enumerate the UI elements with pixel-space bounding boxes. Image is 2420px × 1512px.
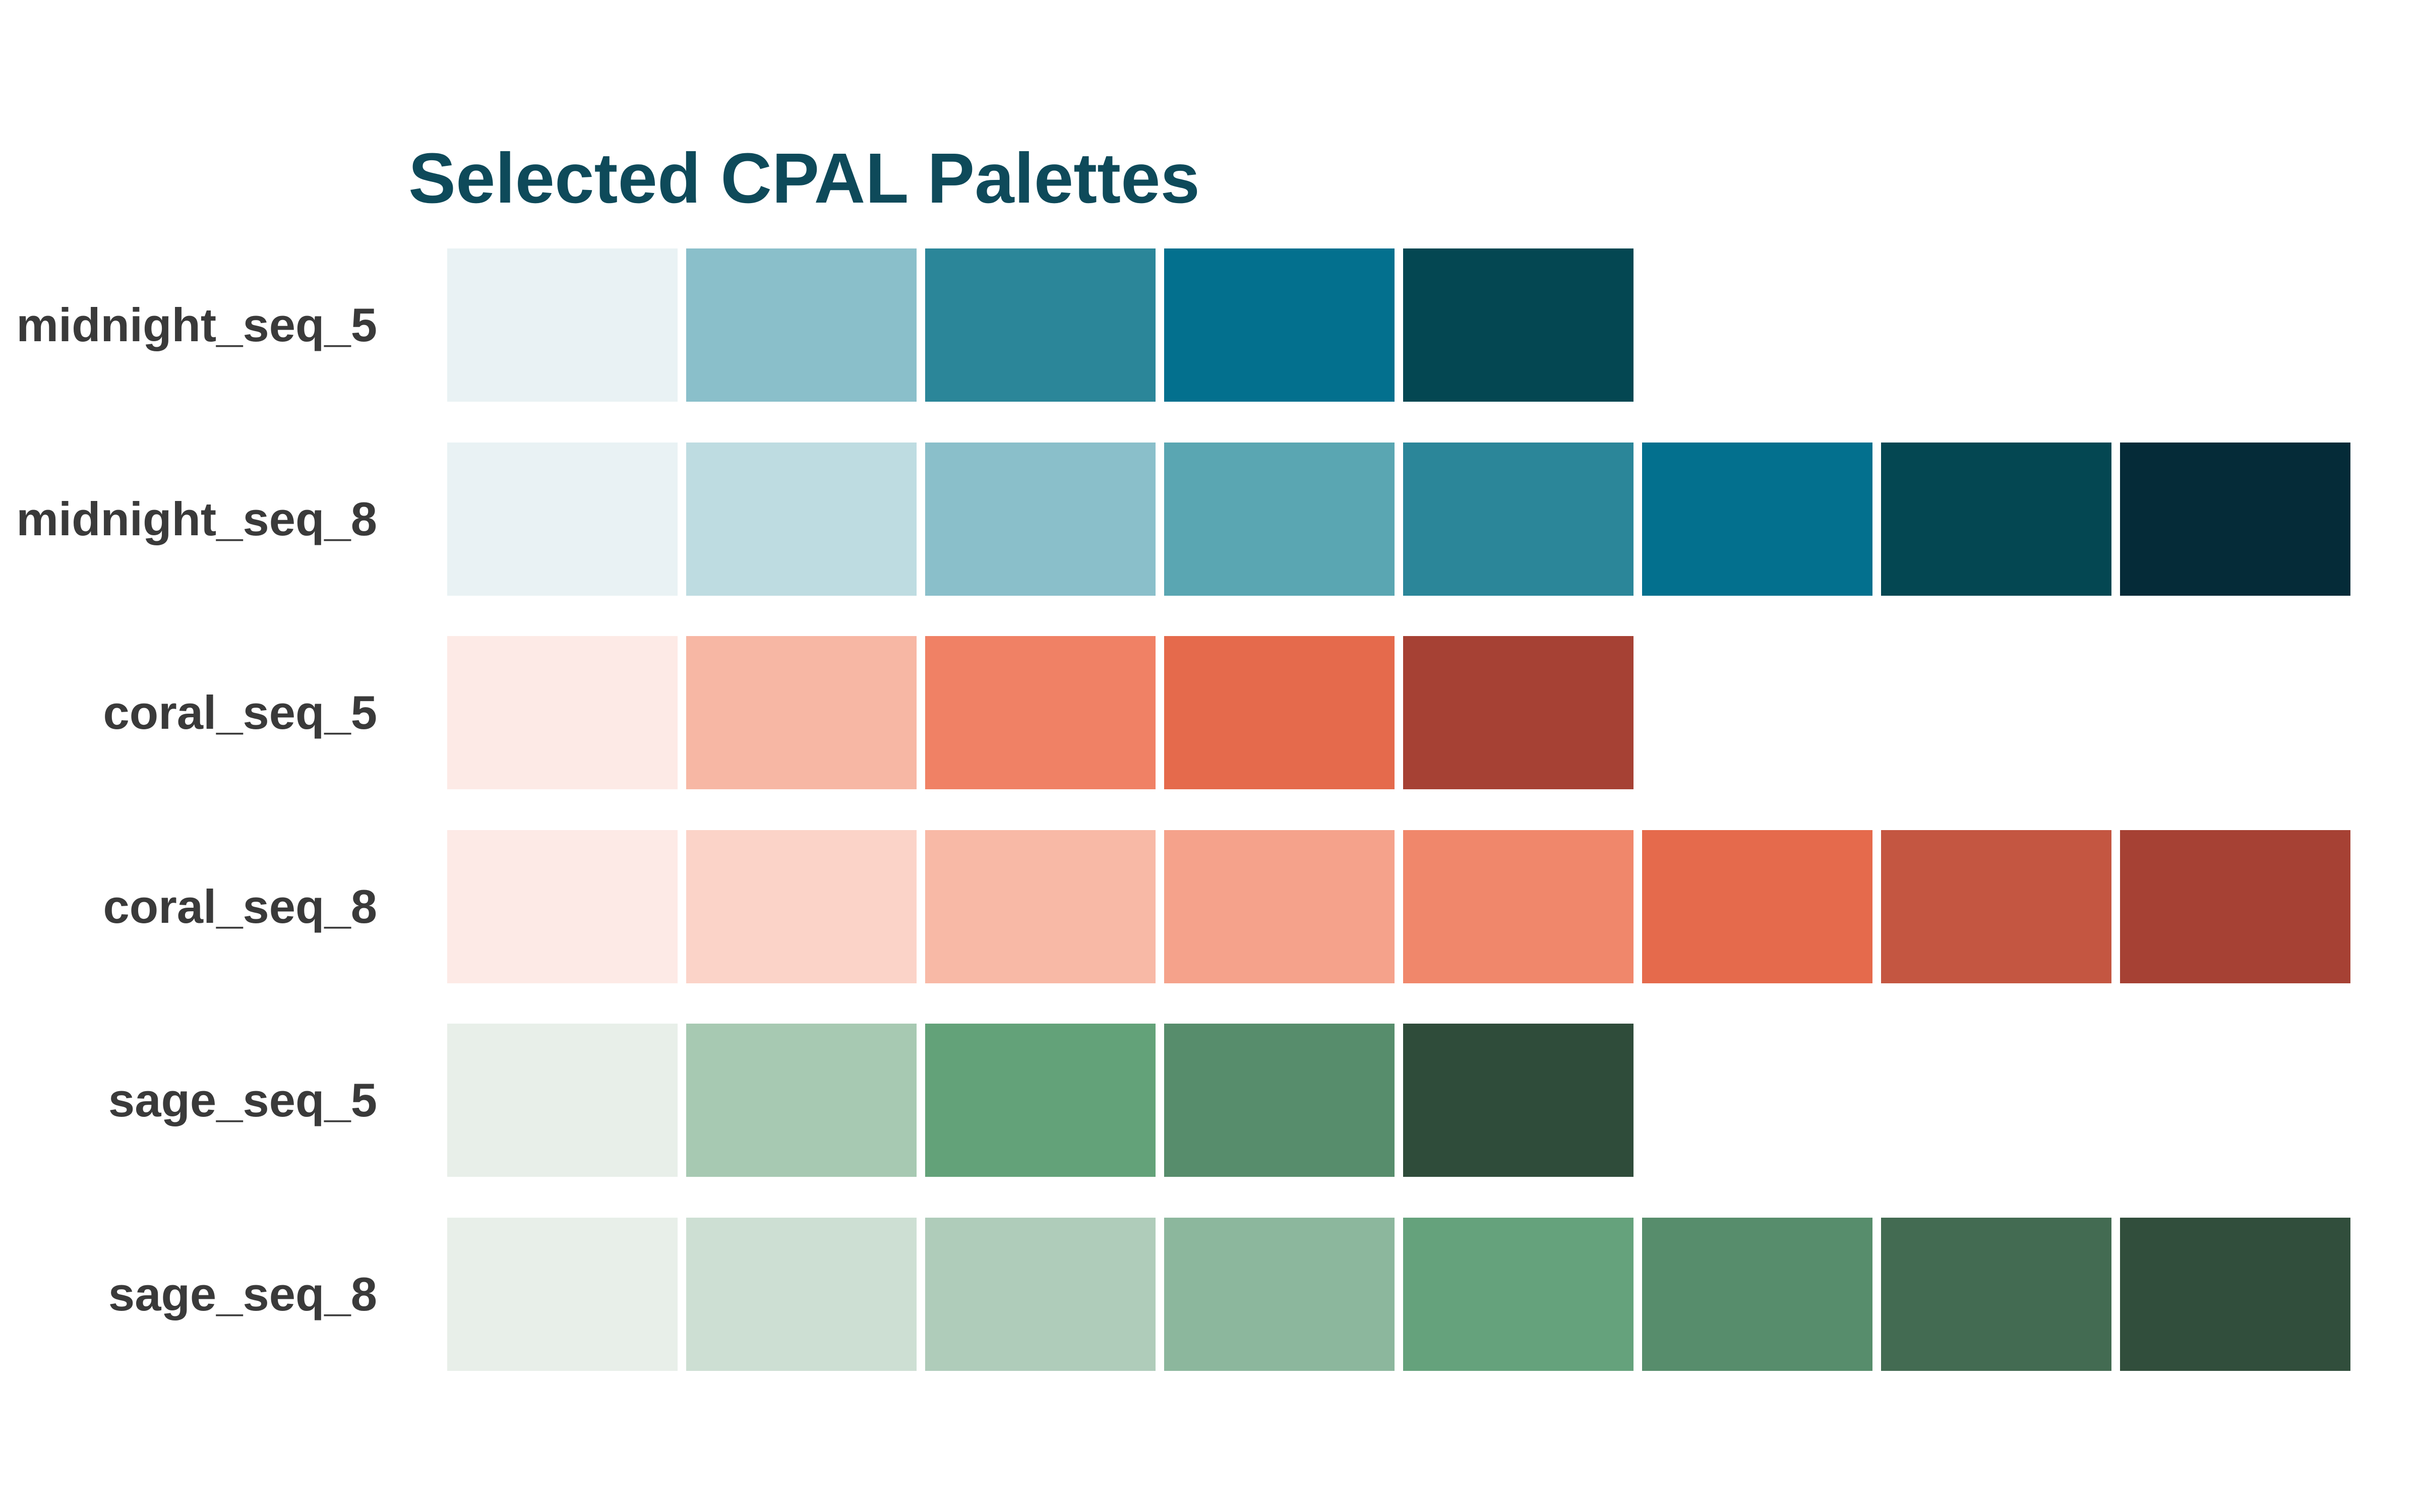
palette-row: midnight_seq_5	[0, 248, 2420, 402]
color-swatch	[1403, 442, 1634, 596]
color-swatch	[686, 1218, 917, 1371]
color-swatch	[1403, 1218, 1634, 1371]
color-swatch	[925, 830, 1156, 983]
color-swatch	[447, 442, 678, 596]
color-swatch	[1164, 830, 1395, 983]
palette-row: coral_seq_8	[0, 830, 2420, 983]
color-swatch	[686, 442, 917, 596]
color-swatch	[925, 1024, 1156, 1177]
palette-row-label: coral_seq_8	[103, 879, 377, 933]
color-swatch	[686, 830, 917, 983]
color-swatch	[686, 636, 917, 790]
color-swatch	[1164, 248, 1395, 402]
color-swatch	[1164, 442, 1395, 596]
color-swatch	[1642, 1218, 1872, 1371]
swatch-strip	[447, 1024, 1634, 1177]
color-swatch	[2120, 830, 2350, 983]
color-swatch	[925, 442, 1156, 596]
palette-row-label: coral_seq_5	[103, 686, 377, 739]
color-swatch	[1403, 830, 1634, 983]
color-swatch	[925, 636, 1156, 790]
color-swatch	[447, 1218, 678, 1371]
color-swatch	[1164, 1218, 1395, 1371]
color-swatch	[925, 248, 1156, 402]
swatch-strip	[447, 636, 1634, 790]
swatch-strip	[447, 1218, 2350, 1371]
swatch-strip	[447, 442, 2350, 596]
color-swatch	[925, 1218, 1156, 1371]
color-swatch	[447, 1024, 678, 1177]
color-swatch	[1403, 636, 1634, 790]
swatch-strip	[447, 830, 2350, 983]
palette-row: sage_seq_8	[0, 1218, 2420, 1371]
swatch-strip	[447, 248, 1634, 402]
color-swatch	[2120, 1218, 2350, 1371]
palette-row-label: midnight_seq_5	[16, 298, 377, 351]
palette-row-label: midnight_seq_8	[16, 492, 377, 545]
color-swatch	[686, 248, 917, 402]
color-swatch	[1403, 1024, 1634, 1177]
color-swatch	[1164, 636, 1395, 790]
color-swatch	[1881, 442, 2111, 596]
color-swatch	[1881, 830, 2111, 983]
figure-title: Selected CPAL Palettes	[408, 138, 1200, 218]
palette-row: sage_seq_5	[0, 1024, 2420, 1177]
color-swatch	[447, 248, 678, 402]
color-swatch	[2120, 442, 2350, 596]
color-swatch	[1642, 442, 1872, 596]
palette-row: midnight_seq_8	[0, 442, 2420, 596]
palette-row: coral_seq_5	[0, 636, 2420, 790]
color-swatch	[1642, 830, 1872, 983]
palette-row-label: sage_seq_8	[108, 1268, 377, 1320]
color-swatch	[447, 830, 678, 983]
color-swatch	[686, 1024, 917, 1177]
color-swatch	[447, 636, 678, 790]
color-swatch	[1881, 1218, 2111, 1371]
color-swatch	[1164, 1024, 1395, 1177]
color-swatch	[1403, 248, 1634, 402]
palette-row-label: sage_seq_5	[108, 1074, 377, 1127]
